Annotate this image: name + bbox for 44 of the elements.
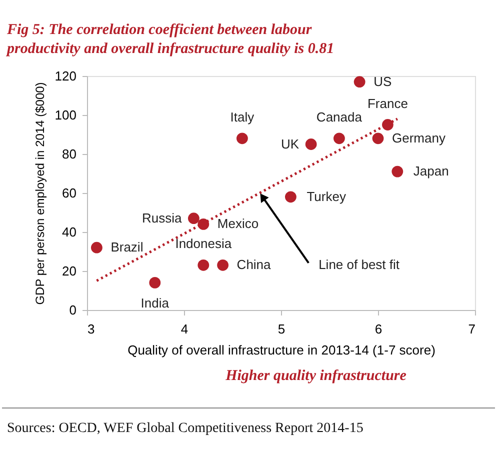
chart-title: Fig 5: The correlation coefficient between labour productivity and overall infrastructure quality is 0.81 bbox=[5, 22, 334, 57]
point bbox=[392, 166, 404, 178]
annotation: Indonesia bbox=[175, 236, 232, 252]
annotation: Mexico bbox=[217, 216, 259, 232]
y-tick-label: 80 bbox=[62, 146, 76, 162]
point bbox=[91, 242, 102, 254]
annotation: Italy bbox=[230, 109, 255, 124]
annotation: France bbox=[367, 96, 408, 111]
x-tick-label: 3 bbox=[88, 322, 95, 336]
annotation: Germany bbox=[392, 130, 446, 146]
point bbox=[334, 132, 345, 144]
y-tick-label: 0 bbox=[69, 302, 76, 318]
annotation: India bbox=[140, 296, 170, 311]
y-tick-label: 40 bbox=[62, 224, 76, 240]
point bbox=[217, 259, 228, 271]
point bbox=[236, 132, 248, 144]
point bbox=[198, 259, 210, 271]
annotation: Canada bbox=[316, 109, 363, 124]
y-tick-label: 20 bbox=[62, 264, 76, 278]
point bbox=[305, 138, 317, 150]
point bbox=[354, 76, 366, 88]
y-axis-title: GDP per person employed in 2014 ($000) bbox=[32, 82, 47, 305]
point bbox=[149, 277, 161, 288]
x-tick-label: 5 bbox=[278, 322, 286, 336]
x-tick-label: 4 bbox=[180, 322, 188, 336]
x-axis-title: Quality of overall infrastructure in 2013-14 (1-7 score) bbox=[128, 342, 436, 358]
annotation: US bbox=[374, 74, 392, 89]
y-tick-label: 120 bbox=[54, 68, 76, 84]
annotation: Line of best fit bbox=[318, 256, 400, 272]
y-tick-label: 100 bbox=[54, 108, 76, 122]
y-tick-label: 60 bbox=[62, 186, 76, 200]
annotation: Turkey bbox=[306, 188, 346, 204]
annotation: Japan bbox=[413, 164, 449, 179]
annotation: UK bbox=[281, 136, 300, 152]
annotation: Russia bbox=[142, 210, 182, 226]
point bbox=[372, 132, 384, 144]
text: Higher quality infrastructure bbox=[224, 368, 407, 384]
source-note: Sources: OECD, WEF Global Competitiveness Report 2014-15 bbox=[7, 421, 364, 436]
annotation: China bbox=[236, 257, 272, 272]
x-tick-label: 7 bbox=[468, 322, 476, 336]
point bbox=[285, 191, 296, 203]
annotation: Brazil bbox=[110, 240, 144, 255]
x-tick-label: 6 bbox=[374, 322, 382, 336]
point bbox=[188, 212, 200, 224]
